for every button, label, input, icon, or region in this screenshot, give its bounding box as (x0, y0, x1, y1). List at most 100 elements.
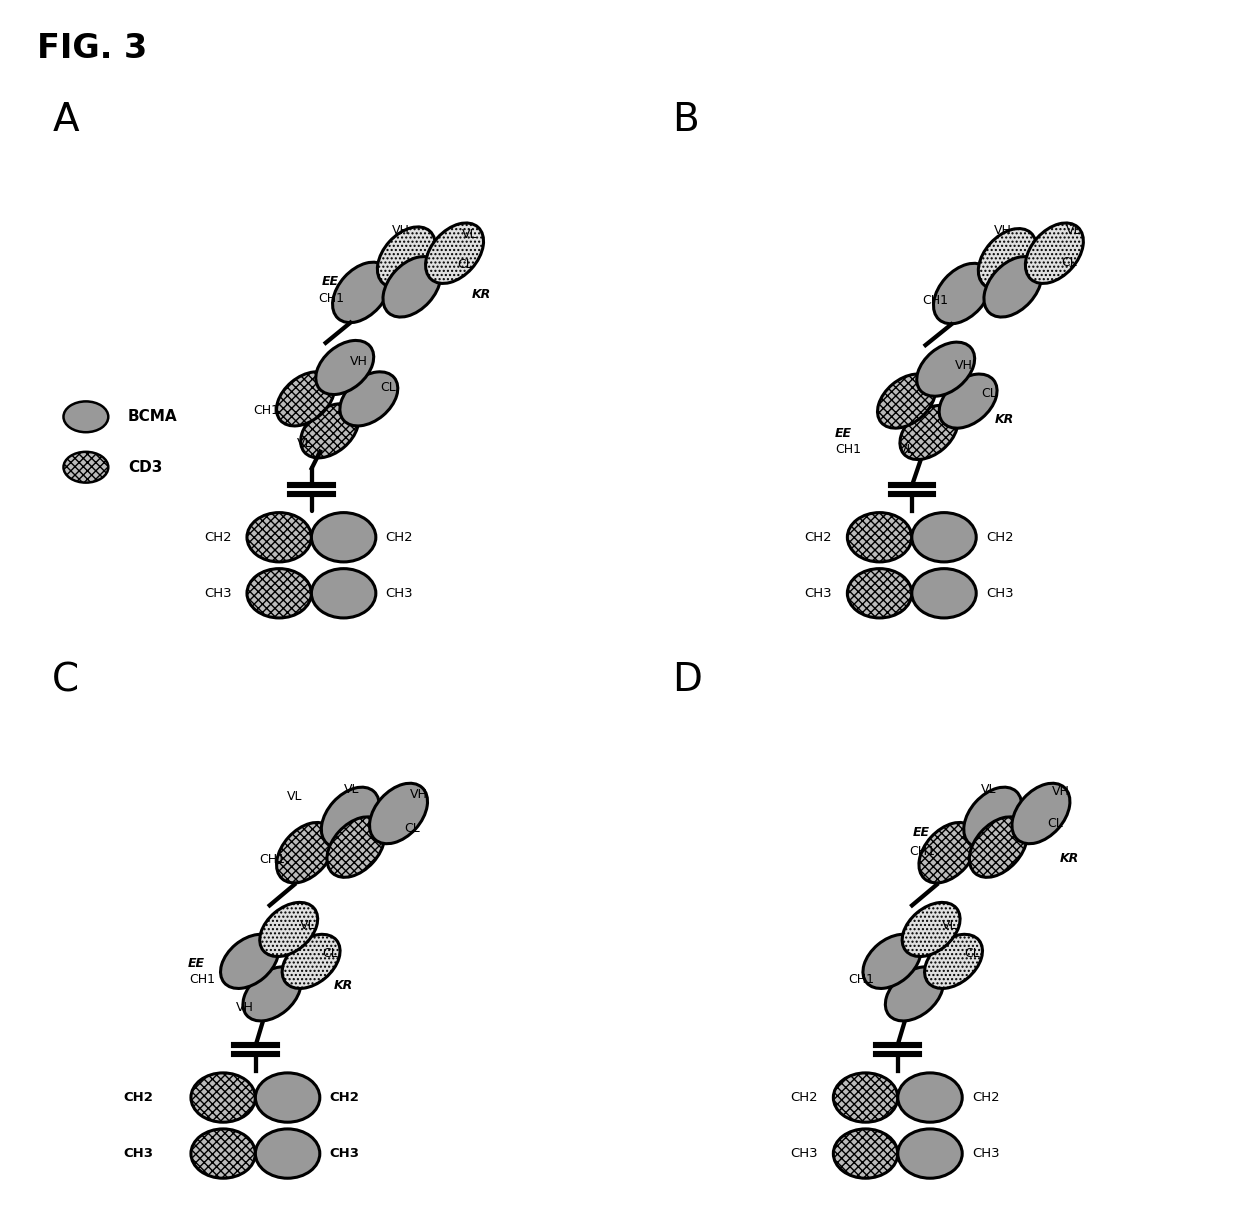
Text: CH1: CH1 (836, 443, 862, 456)
Ellipse shape (900, 406, 957, 459)
Ellipse shape (425, 223, 484, 284)
Text: CL: CL (322, 948, 339, 960)
Text: VH: VH (392, 224, 409, 238)
Ellipse shape (903, 903, 960, 956)
Text: CH1: CH1 (253, 403, 279, 417)
Text: KR: KR (334, 979, 353, 991)
Text: CH1: CH1 (319, 291, 345, 304)
Ellipse shape (847, 569, 911, 618)
Ellipse shape (978, 229, 1037, 289)
Text: CL: CL (965, 948, 981, 960)
Ellipse shape (370, 783, 428, 844)
Text: EE: EE (835, 428, 852, 440)
Text: CH3: CH3 (203, 587, 232, 599)
Text: EE: EE (913, 826, 930, 839)
Text: CH3: CH3 (790, 1147, 818, 1160)
Ellipse shape (939, 374, 997, 429)
Text: C: C (52, 661, 79, 699)
Ellipse shape (191, 1129, 255, 1178)
Ellipse shape (340, 371, 398, 426)
Ellipse shape (191, 1073, 255, 1122)
Ellipse shape (863, 934, 921, 989)
Ellipse shape (283, 934, 340, 989)
Text: CH2: CH2 (972, 1091, 999, 1104)
Ellipse shape (911, 513, 976, 561)
Ellipse shape (833, 1129, 898, 1178)
Text: VL: VL (345, 783, 360, 795)
Text: CH2: CH2 (386, 531, 413, 543)
Text: CL: CL (456, 258, 472, 270)
Text: VH: VH (409, 788, 428, 801)
Ellipse shape (321, 787, 379, 848)
Text: VH: VH (351, 356, 368, 368)
Ellipse shape (847, 513, 911, 561)
Ellipse shape (911, 569, 976, 618)
Ellipse shape (383, 257, 441, 317)
Text: CH3: CH3 (986, 587, 1013, 599)
Ellipse shape (259, 903, 317, 956)
Text: VL: VL (300, 920, 315, 932)
Ellipse shape (300, 403, 358, 458)
Text: VH: VH (236, 1001, 254, 1015)
Ellipse shape (1012, 783, 1070, 844)
Text: KR: KR (994, 413, 1013, 426)
Text: BCMA: BCMA (128, 409, 177, 424)
Text: VL: VL (463, 228, 477, 241)
Text: CH3: CH3 (330, 1147, 360, 1160)
Text: EE: EE (187, 956, 205, 970)
Text: VL: VL (1065, 224, 1081, 238)
Text: CH1: CH1 (910, 844, 936, 857)
Ellipse shape (925, 934, 982, 989)
Text: CH3: CH3 (123, 1147, 153, 1160)
Text: VH: VH (955, 359, 973, 371)
Text: CH3: CH3 (386, 587, 413, 599)
Text: CH2: CH2 (123, 1091, 153, 1104)
Text: VL: VL (899, 443, 914, 456)
Ellipse shape (983, 257, 1042, 317)
Text: CH1: CH1 (259, 853, 285, 866)
Text: CH2: CH2 (330, 1091, 360, 1104)
Ellipse shape (878, 374, 935, 429)
Ellipse shape (898, 1073, 962, 1122)
Ellipse shape (332, 262, 391, 323)
Ellipse shape (63, 452, 108, 482)
Ellipse shape (898, 1129, 962, 1178)
Text: CH1: CH1 (921, 294, 947, 307)
Ellipse shape (221, 934, 279, 989)
Ellipse shape (885, 967, 944, 1021)
Ellipse shape (833, 1073, 898, 1122)
Text: CL: CL (379, 381, 396, 395)
Text: EE: EE (322, 275, 339, 287)
Ellipse shape (255, 1129, 320, 1178)
Text: CH2: CH2 (203, 531, 232, 543)
Text: CH1: CH1 (188, 973, 215, 987)
Ellipse shape (327, 817, 384, 877)
Text: KR: KR (471, 289, 491, 301)
Ellipse shape (916, 342, 975, 396)
Ellipse shape (243, 967, 301, 1021)
Text: D: D (672, 661, 702, 699)
Ellipse shape (1025, 223, 1084, 284)
Text: CL: CL (982, 387, 997, 400)
Ellipse shape (919, 822, 977, 883)
Text: VL: VL (286, 790, 303, 803)
Text: CL: CL (1061, 256, 1078, 269)
Text: B: B (672, 101, 699, 139)
Ellipse shape (377, 227, 435, 287)
Ellipse shape (970, 817, 1028, 877)
Ellipse shape (963, 787, 1022, 848)
Text: CL: CL (1048, 816, 1064, 829)
Text: CD3: CD3 (128, 459, 162, 475)
Ellipse shape (247, 513, 311, 561)
Ellipse shape (247, 569, 311, 618)
Text: A: A (52, 101, 79, 139)
Text: KR: KR (1060, 851, 1079, 865)
Text: CH3: CH3 (972, 1147, 999, 1160)
Ellipse shape (316, 341, 373, 395)
Text: CH1: CH1 (848, 973, 874, 987)
Text: VL: VL (942, 920, 957, 932)
Ellipse shape (311, 569, 376, 618)
Text: CH3: CH3 (805, 587, 832, 599)
Text: CH2: CH2 (805, 531, 832, 543)
Ellipse shape (255, 1073, 320, 1122)
